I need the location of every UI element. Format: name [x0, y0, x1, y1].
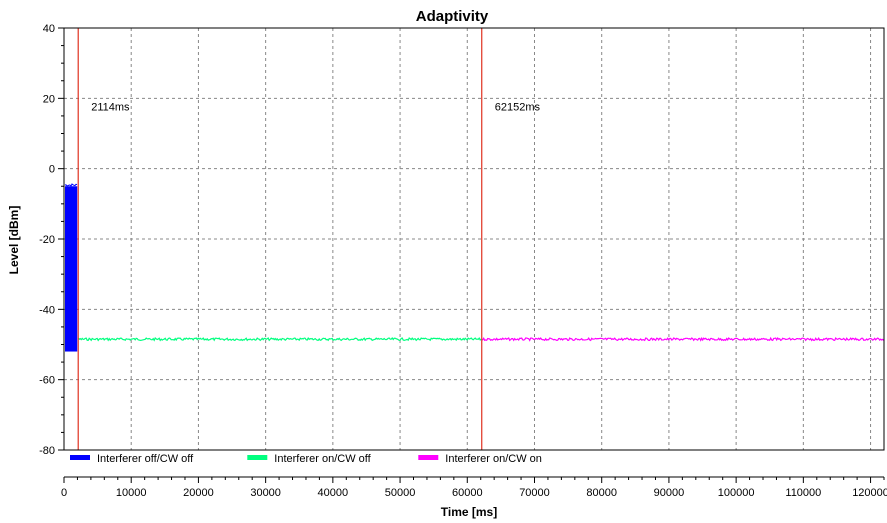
legend-label: Interferer on/CW on: [445, 453, 542, 465]
x-tick-label: 50000: [385, 487, 416, 499]
marker-layer: 2114ms 62152ms: [77, 28, 541, 450]
grid: [64, 28, 884, 450]
x-tick-label: 0: [61, 487, 67, 499]
legend-swatch: [418, 455, 439, 460]
x-tick-label: 30000: [250, 487, 281, 499]
y-tick-label: -40: [39, 304, 55, 316]
y-tick-label: -80: [39, 445, 55, 457]
x-axis: 0 10000 20000 30000 40000 50000 60000 70000 8000…: [61, 476, 887, 499]
x-tick-label: 40000: [318, 487, 349, 499]
y-tick-label: 0: [49, 164, 55, 176]
x-tick-label: 60000: [452, 487, 483, 499]
y-tick-label: -60: [39, 375, 55, 387]
x-tick-label: 110000: [785, 487, 821, 499]
legend-label: Interferer on/CW off: [274, 453, 371, 465]
series-1-top-edge: [64, 183, 78, 187]
series-3-line: [481, 336, 885, 342]
x-tick-label: 80000: [586, 487, 617, 499]
x-axis-label: Time [ms]: [441, 505, 497, 519]
x-tick-label: 100000: [718, 487, 755, 499]
y-axis-label: Level [dBm]: [7, 206, 21, 275]
legend: Interferer off/CW off Interferer on/CW of…: [70, 453, 542, 465]
chart-title: Adaptivity: [416, 8, 489, 25]
y-tick-label: -20: [39, 234, 55, 246]
series-layer: [64, 183, 885, 352]
x-tick-label: 120000: [852, 487, 887, 499]
x-tick-label: 10000: [116, 487, 147, 499]
series-2-line: [77, 336, 482, 342]
legend-swatch: [247, 455, 268, 460]
x-tick-label: 20000: [183, 487, 214, 499]
series-1-burst: [65, 186, 78, 352]
legend-label: Interferer off/CW off: [97, 453, 194, 465]
y-axis: 40 20 0 -20 -40 -60 -80: [39, 23, 64, 457]
y-tick-label: 20: [43, 93, 55, 105]
marker-label: 2114ms: [91, 102, 130, 114]
x-tick-label: 90000: [654, 487, 685, 499]
legend-swatch: [70, 455, 90, 460]
x-tick-label: 70000: [519, 487, 550, 499]
y-tick-label: 40: [43, 23, 55, 35]
marker-label: 62152ms: [495, 102, 541, 114]
